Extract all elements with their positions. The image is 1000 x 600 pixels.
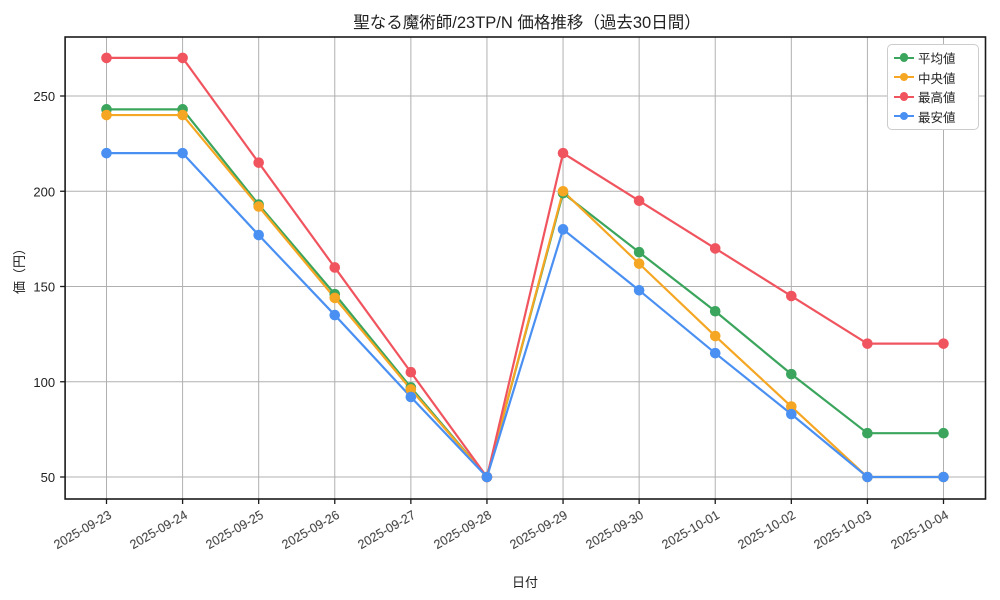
svg-text:200: 200 — [33, 184, 55, 199]
svg-text:150: 150 — [33, 280, 55, 295]
svg-text:100: 100 — [33, 375, 55, 390]
svg-text:50: 50 — [41, 470, 55, 485]
svg-text:250: 250 — [33, 89, 55, 104]
